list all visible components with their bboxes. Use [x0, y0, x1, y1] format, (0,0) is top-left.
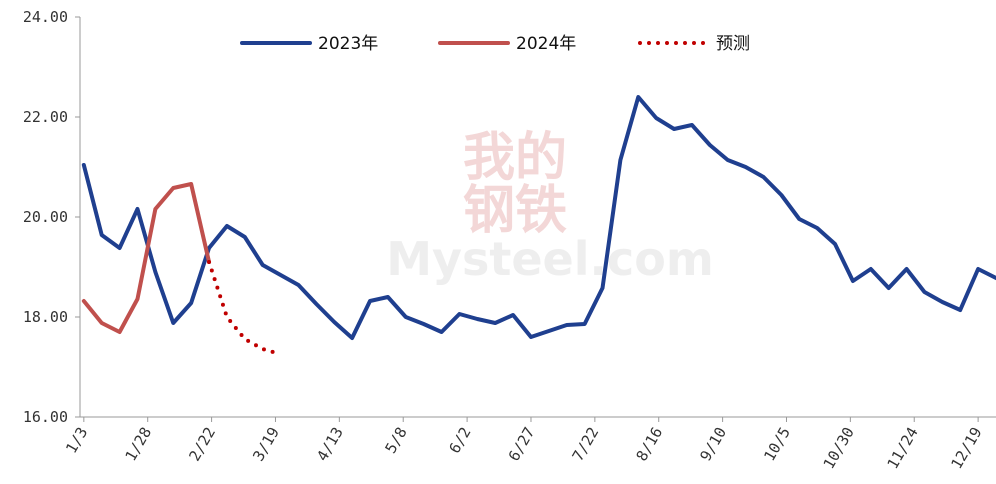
legend-label: 2024年	[516, 34, 576, 54]
x-tick-label: 10/5	[760, 424, 794, 464]
x-tick-label: 10/30	[820, 424, 858, 472]
x-tick-label: 3/19	[249, 424, 283, 464]
legend-label: 2023年	[318, 34, 378, 54]
y-tick-label: 20.00	[23, 208, 68, 226]
series-line	[207, 260, 275, 354]
x-tick-label: 12/19	[947, 424, 985, 472]
watermark: 我的	[463, 127, 567, 188]
x-tick-label: 6/2	[445, 424, 474, 456]
y-tick-label: 22.00	[23, 108, 68, 126]
x-tick-label: 2/22	[185, 424, 219, 464]
x-tick-label: 9/10	[696, 424, 730, 464]
x-tick-label: 5/8	[382, 424, 411, 456]
x-tick-label: 7/22	[569, 424, 603, 464]
watermark: 钢铁	[463, 180, 567, 241]
watermark: Mysteel.com	[386, 232, 714, 286]
y-tick-label: 18.00	[23, 308, 68, 326]
series-line	[81, 182, 212, 334]
x-tick-label: 1/28	[122, 424, 156, 464]
legend-label: 预测	[716, 34, 750, 54]
series-line	[81, 95, 996, 340]
x-tick-label: 4/13	[313, 424, 347, 464]
x-tick-label: 8/16	[633, 424, 667, 464]
y-tick-label: 24.00	[23, 8, 68, 26]
y-tick-label: 16.00	[23, 408, 68, 426]
x-tick-label: 1/3	[62, 424, 91, 456]
x-tick-label: 11/24	[884, 424, 922, 472]
x-tick-label: 6/27	[505, 424, 539, 464]
